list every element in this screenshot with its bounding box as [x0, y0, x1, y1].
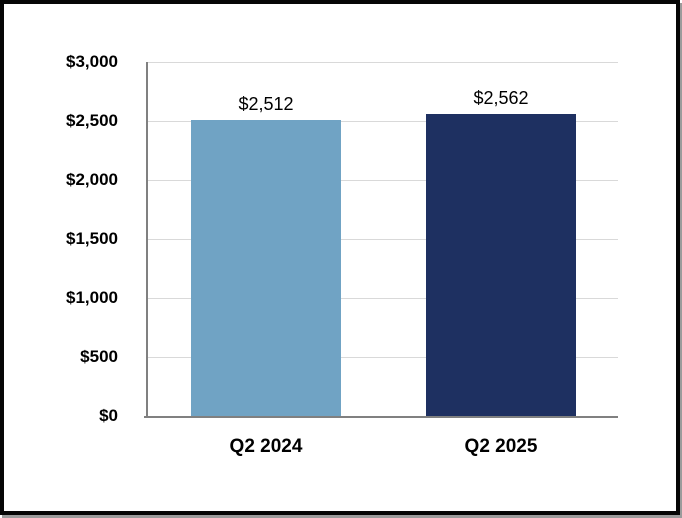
bar-value-label: $2,562 — [473, 88, 529, 108]
y-axis-tick-label: $2,000 — [66, 170, 118, 189]
data-bar — [191, 120, 341, 416]
bar-value-label: $2,512 — [238, 94, 294, 114]
y-gridline — [148, 121, 618, 122]
y-axis-tick-label: $1,500 — [66, 229, 118, 248]
data-bar — [426, 114, 576, 416]
bar-chart: $0 $500 $1,000 $1,500 $2,000 $2,500 $3,000 $2,5… — [4, 4, 676, 511]
x-axis-category-label: Q2 2024 — [229, 436, 303, 457]
y-axis-tick-label: $0 — [99, 406, 118, 425]
y-gridline — [148, 62, 618, 63]
y-gridline — [148, 180, 618, 181]
y-gridline — [148, 298, 618, 299]
y-axis-tick-label: $2,500 — [66, 111, 118, 130]
y-axis-tick-label: $500 — [80, 347, 118, 366]
x-axis-category-label: Q2 2025 — [464, 436, 538, 457]
y-axis-tick-label: $3,000 — [66, 52, 118, 71]
y-gridline — [148, 239, 618, 240]
y-axis-line — [146, 62, 148, 418]
y-gridline — [148, 357, 618, 358]
x-axis-line — [144, 416, 618, 418]
y-axis-tick-label: $1,000 — [66, 288, 118, 307]
